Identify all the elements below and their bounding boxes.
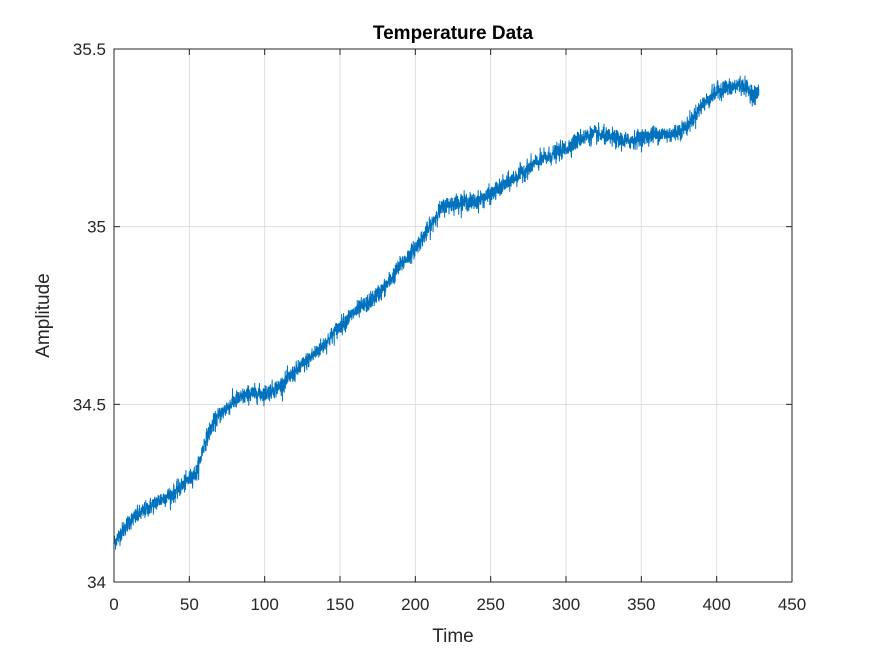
y-axis-label: Amplitude — [33, 273, 54, 358]
x-axis-label: Time — [432, 626, 474, 647]
y-tick-labels: 34 34.5 35 35.5 — [73, 40, 106, 592]
x-tick-labels: 0 50 100 150 200 250 300 350 400 450 — [109, 595, 806, 614]
x-tick-label: 300 — [552, 595, 580, 614]
x-tick-label: 250 — [476, 595, 504, 614]
x-tick-label: 450 — [778, 595, 806, 614]
x-tick-label: 350 — [627, 595, 655, 614]
x-tick-label: 0 — [109, 595, 118, 614]
plot-area — [113, 75, 760, 550]
y-tick-label: 35 — [87, 218, 106, 237]
x-tick-label: 200 — [401, 595, 429, 614]
x-tick-label: 150 — [326, 595, 354, 614]
tick-marks — [113, 48, 793, 583]
y-tick-label: 35.5 — [73, 40, 106, 59]
x-tick-label: 100 — [250, 595, 278, 614]
chart-title: Temperature Data — [373, 23, 534, 44]
x-tick-label: 50 — [180, 595, 199, 614]
x-tick-label: 400 — [702, 595, 730, 614]
y-tick-label: 34 — [87, 573, 106, 592]
series-line-0 — [113, 75, 760, 550]
axes-box — [113, 48, 793, 583]
y-tick-label: 34.5 — [73, 395, 106, 414]
